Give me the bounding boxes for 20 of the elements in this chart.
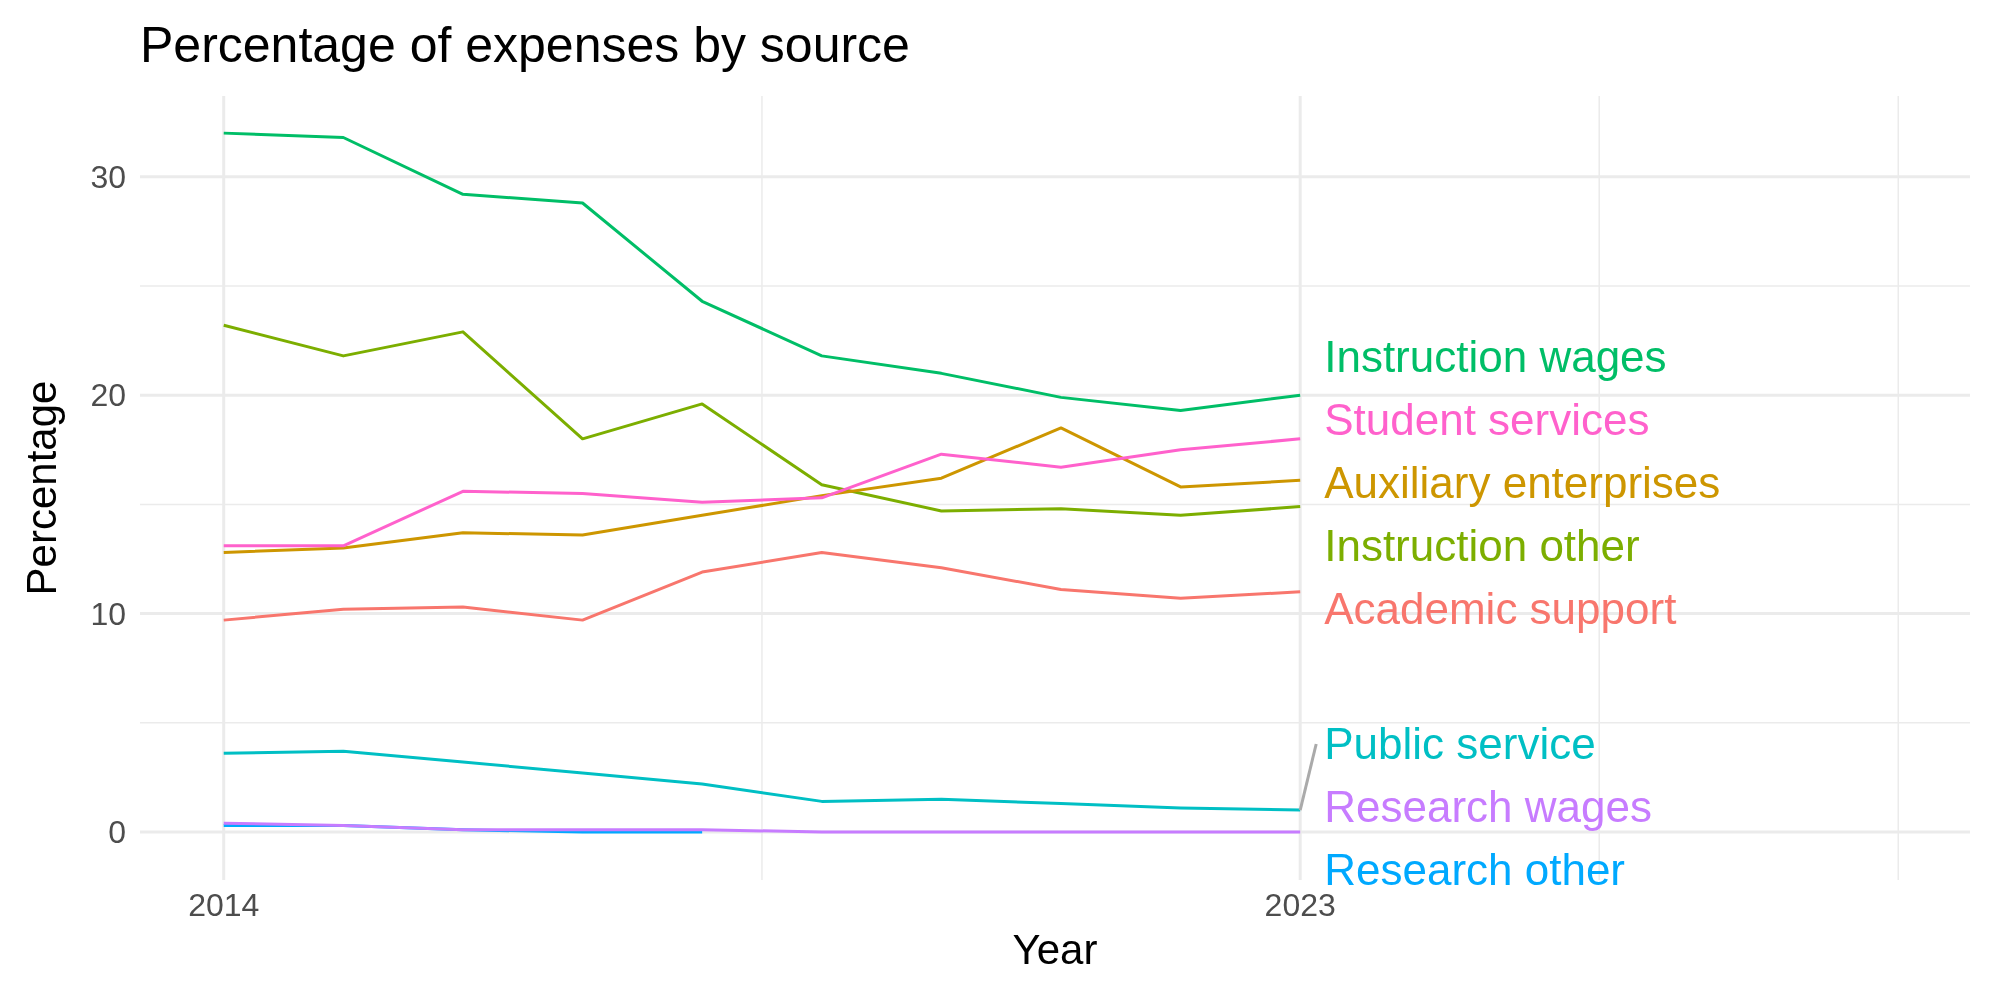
series-label: Instruction wages (1324, 331, 1667, 381)
line-series (222, 131, 1302, 412)
y-tick-label: 30 (90, 159, 126, 195)
y-tick-label: 20 (90, 377, 126, 414)
line-series (222, 821, 1302, 834)
series-label: Research wages (1324, 782, 1652, 832)
x-axis-title: Year (1012, 926, 1098, 973)
chart-title: Percentage of expenses by source (140, 17, 910, 73)
line-series (222, 550, 1302, 622)
y-tick-label: 0 (108, 814, 126, 851)
y-tick-label: 10 (90, 595, 126, 632)
series-label: Auxiliary enterprises (1324, 457, 1721, 507)
series-label: Academic support (1324, 583, 1677, 633)
line-series (222, 749, 1302, 812)
x-tick-label: 2014 (188, 887, 260, 923)
series-label: Student services (1324, 394, 1650, 444)
y-axis-title: Percentage (18, 380, 65, 596)
line-series (222, 323, 1302, 517)
series-label: Public service (1324, 719, 1596, 769)
series-label: Instruction other (1324, 520, 1640, 570)
